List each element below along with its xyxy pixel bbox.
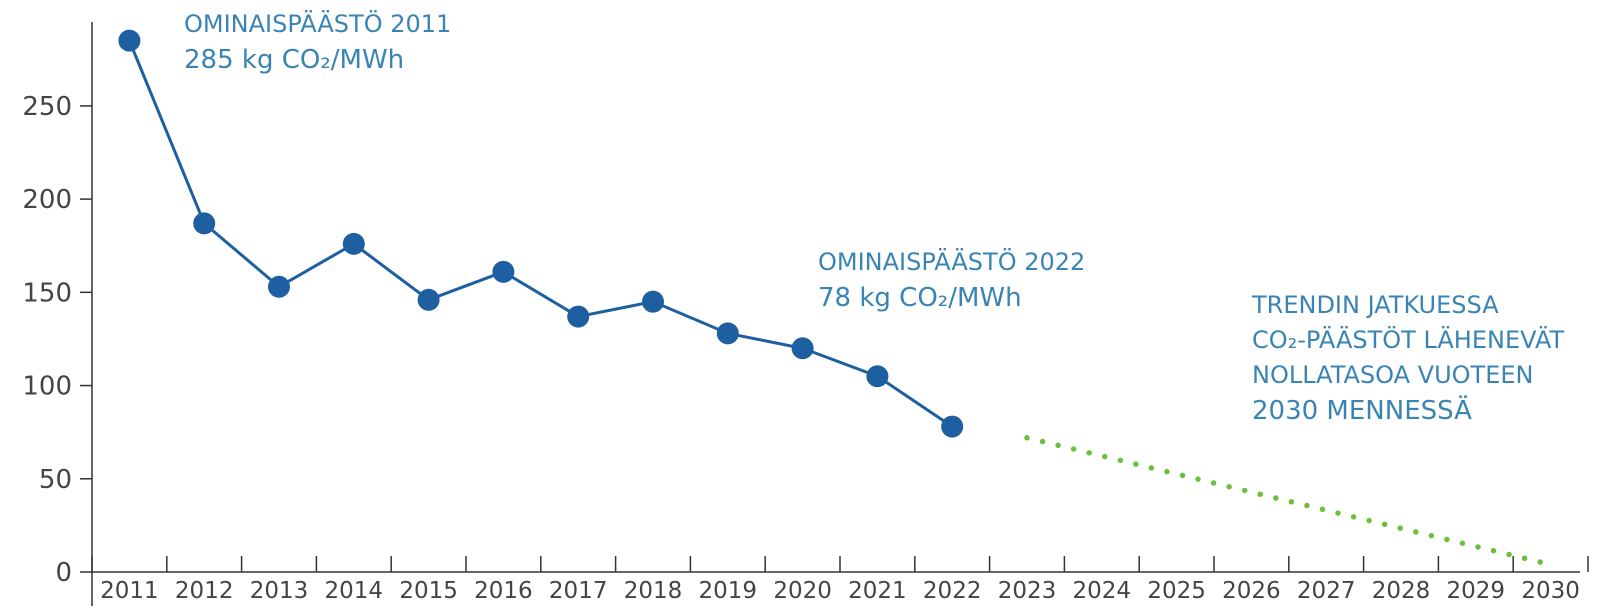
x-ticks: 2011 2012 2013 2014 2015 2016 2017 2018 2019 2020…	[91, 556, 1589, 604]
x-tick-label: 2027	[1297, 578, 1356, 604]
data-point-2022	[941, 415, 964, 438]
annotation-trend-line-3: NOLLATASOA VUOTEEN	[1252, 361, 1533, 389]
x-tick-label: 2015	[399, 578, 458, 604]
data-point-2016	[492, 260, 515, 283]
y-tick-label: 200	[22, 185, 72, 215]
data-point-2017	[567, 305, 590, 328]
annotation-2022-line-1: OMINAISPÄÄSTÖ 2022	[818, 247, 1085, 276]
annotation-2011: OMINAISPÄÄSTÖ 2011 285 kg CO₂/MWh	[184, 9, 451, 75]
x-tick-label: 2018	[624, 578, 683, 604]
data-point-2015	[417, 288, 440, 311]
data-point-2019	[716, 322, 739, 345]
y-tick-label: 150	[22, 278, 72, 308]
y-tick-label: 100	[22, 372, 72, 402]
emissions-series-line	[128, 40, 954, 428]
data-point-2020	[791, 337, 814, 360]
x-tick-label: 2030	[1521, 578, 1580, 604]
trend-projection-line	[1024, 435, 1554, 568]
x-tick-label: 2011	[100, 578, 159, 604]
annotation-trend-line-4: 2030 MENNESSÄ	[1252, 394, 1472, 426]
x-tick-label: 2014	[325, 578, 384, 604]
x-tick-label: 2026	[1222, 578, 1281, 604]
data-point-2012	[193, 212, 216, 235]
annotation-2022-line-2: 78 kg CO₂/MWh	[818, 283, 1022, 313]
x-tick-label: 2028	[1372, 578, 1431, 604]
data-point-2011	[118, 29, 141, 52]
x-tick-label: 2023	[998, 578, 1057, 604]
annotation-2011-line-1: OMINAISPÄÄSTÖ 2011	[184, 9, 451, 38]
x-tick-label: 2016	[474, 578, 533, 604]
data-point-2018	[642, 290, 664, 313]
data-point-2014	[342, 232, 365, 255]
x-tick-label: 2020	[773, 578, 832, 604]
annotation-trend-line-2: CO₂-PÄÄSTÖT LÄHENEVÄT	[1252, 325, 1565, 354]
y-tick-label: 250	[22, 92, 72, 122]
x-tick-label: 2012	[175, 578, 234, 604]
y-tick-label: 0	[55, 558, 72, 588]
x-tick-label: 2013	[250, 578, 309, 604]
annotation-2011-line-2: 285 kg CO₂/MWh	[184, 45, 404, 75]
series-layer	[118, 29, 1554, 568]
annotation-2022: OMINAISPÄÄSTÖ 2022 78 kg CO₂/MWh	[818, 247, 1085, 313]
x-tick-label: 2019	[699, 578, 758, 604]
y-ticks: 0 50 100 150 200 250	[22, 92, 92, 588]
annotation-trend-line-1: TRENDIN JATKUESSA	[1251, 291, 1499, 319]
x-tick-label: 2021	[848, 578, 907, 604]
x-tick-label: 2025	[1147, 578, 1206, 604]
x-tick-label: 2022	[923, 578, 982, 604]
data-point-2013	[268, 275, 290, 298]
x-tick-label: 2017	[549, 578, 608, 604]
x-tick-label: 2029	[1447, 578, 1506, 604]
data-point-2021	[866, 365, 889, 388]
y-tick-label: 50	[39, 465, 72, 495]
annotation-trend: TRENDIN JATKUESSA CO₂-PÄÄSTÖT LÄHENEVÄT …	[1251, 291, 1565, 426]
axes	[91, 22, 1580, 606]
x-tick-label: 2024	[1073, 578, 1132, 604]
